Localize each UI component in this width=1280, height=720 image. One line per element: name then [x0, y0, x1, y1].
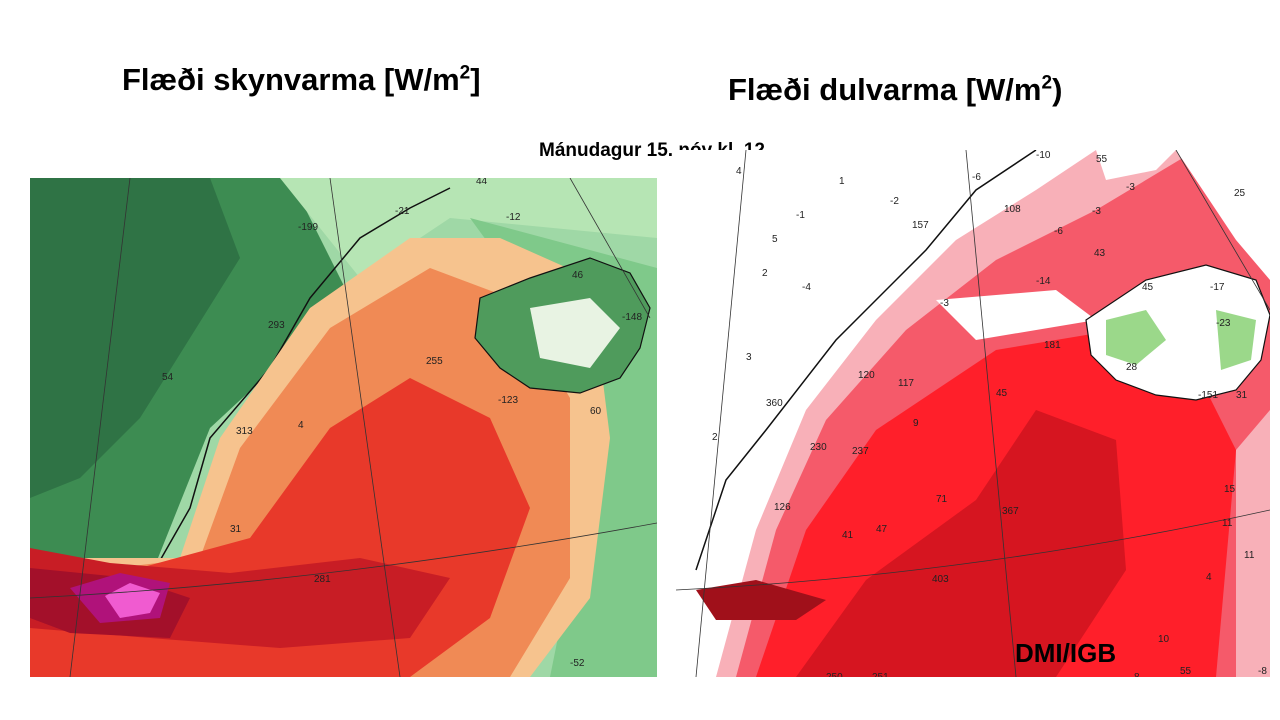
flux-label: -23: [1216, 318, 1231, 329]
flux-label: 71: [936, 494, 948, 505]
flux-label: -123: [498, 395, 518, 406]
flux-label: 237: [852, 446, 869, 457]
flux-label: 54: [162, 372, 174, 383]
flux-label: 31: [230, 524, 242, 535]
flux-label: 41: [842, 530, 854, 541]
flux-label: 251: [872, 672, 889, 677]
flux-label: 45: [1142, 282, 1154, 293]
flux-label: -1: [796, 210, 805, 221]
flux-label: 9: [913, 418, 919, 429]
flux-label: -199: [298, 222, 318, 233]
flux-label: 313: [236, 426, 253, 437]
flux-label: -8: [1258, 666, 1267, 677]
flux-label: 60: [590, 406, 602, 417]
flux-label: -3: [1092, 206, 1101, 217]
flux-label: -14: [1036, 276, 1051, 287]
flux-label: 47: [876, 524, 888, 535]
flux-label: 2: [762, 268, 768, 279]
flux-label: 157: [912, 220, 929, 231]
flux-label: 55: [1180, 666, 1192, 677]
sensible-heat-flux-map: 44 -12 -199 46 -21 -148 293 255 54 -123 …: [30, 178, 657, 677]
flux-label: 255: [426, 356, 443, 367]
latent-heat-flux-map: 4 -10 55 1 -6 -3 -1 -2 108 -3 25 5 157 -…: [676, 150, 1270, 677]
flux-label: 126: [774, 502, 791, 513]
flux-label: -3: [1126, 182, 1135, 193]
flux-label: -21: [395, 206, 410, 217]
flux-label: -17: [1210, 282, 1225, 293]
flux-label: 25: [1234, 188, 1246, 199]
flux-label: 3: [746, 352, 752, 363]
flux-label: -52: [570, 658, 585, 669]
flux-label: 230: [810, 442, 827, 453]
flux-label: 43: [1094, 248, 1106, 259]
sensible-heat-flux-title: Flæði skynvarma [W/m2]: [122, 62, 481, 97]
flux-label: 8: [1134, 672, 1140, 677]
flux-label: 293: [268, 320, 285, 331]
flux-label: 120: [858, 370, 875, 381]
flux-label: 360: [766, 398, 783, 409]
flux-label: 403: [932, 574, 949, 585]
flux-label: -6: [1054, 226, 1063, 237]
latent-heat-flux-title: Flæði dulvarma [W/m2): [728, 72, 1063, 107]
flux-label: 367: [1002, 506, 1019, 517]
flux-label: 181: [1044, 340, 1061, 351]
flux-label: 117: [898, 378, 914, 389]
flux-label: 108: [1004, 204, 1021, 215]
flux-label: -4: [802, 282, 811, 293]
data-credit: DMI/IGB: [1015, 638, 1117, 668]
flux-label: 4: [298, 420, 304, 431]
flux-label: -2: [890, 196, 899, 207]
flux-label: -148: [622, 312, 642, 323]
flux-label: 11: [1244, 550, 1255, 561]
flux-label: -12: [506, 212, 521, 223]
flux-label: 45: [996, 388, 1008, 399]
flux-label: 11: [1222, 518, 1233, 529]
flux-label: 55: [1096, 154, 1108, 165]
flux-label: 28: [1126, 362, 1138, 373]
flux-label: 4: [736, 166, 742, 177]
flux-label: 31: [1236, 390, 1248, 401]
flux-label: -3: [940, 298, 949, 309]
flux-label: 5: [772, 234, 778, 245]
flux-label: 15: [1224, 484, 1236, 495]
flux-label: 46: [572, 270, 584, 281]
flux-label: 10: [1158, 634, 1170, 645]
flux-label: -10: [1036, 150, 1051, 161]
flux-label: -6: [972, 172, 981, 183]
flux-label: -151: [1198, 390, 1218, 401]
flux-label: 2: [712, 432, 718, 443]
flux-label: 1: [839, 176, 845, 187]
flux-label: 250: [826, 672, 843, 677]
flux-label: 44: [476, 178, 488, 187]
flux-label: 4: [1206, 572, 1212, 583]
flux-label: 281: [314, 574, 331, 585]
